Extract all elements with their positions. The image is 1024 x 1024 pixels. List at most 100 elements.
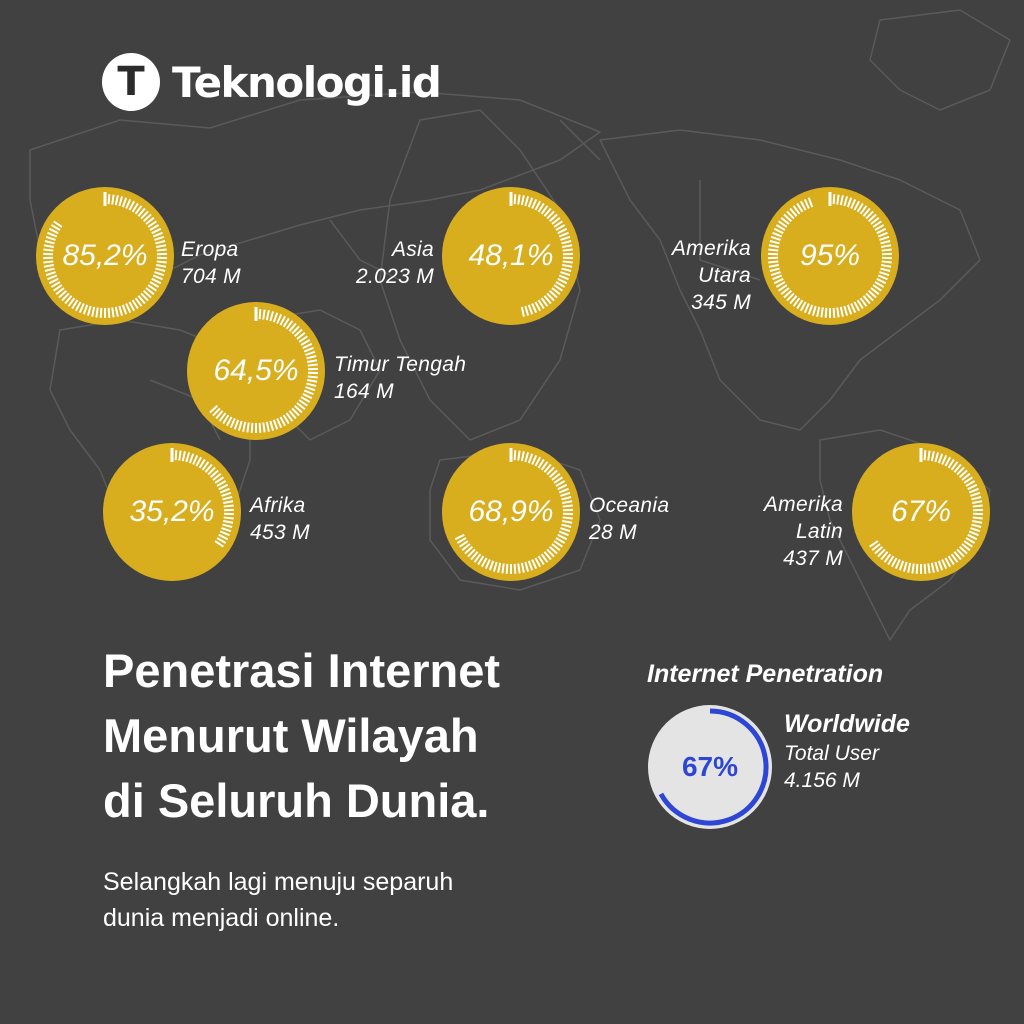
- gauge-tick: [293, 405, 303, 414]
- gauge-tick: [282, 414, 290, 425]
- page-title: Penetrasi Internet Menurut Wilayah di Se…: [103, 638, 500, 833]
- gauge-tick: [941, 454, 948, 465]
- gauge-tick: [298, 335, 308, 343]
- gauge-tick: [513, 563, 517, 574]
- region-disc: [761, 187, 899, 325]
- region-disc: [103, 443, 241, 581]
- gauge-tick: [856, 202, 864, 213]
- region-bubble-amerika-utara: 95%: [760, 186, 900, 326]
- gauge-tick: [128, 200, 135, 211]
- gauge-tick: [149, 224, 160, 231]
- gauge-tick: [877, 231, 888, 238]
- gauge-tick: [930, 562, 935, 573]
- gauge-tick: [285, 412, 294, 422]
- gauge-tick: [832, 194, 836, 205]
- gauge-tick: [540, 553, 549, 563]
- gauge-tick: [520, 451, 525, 462]
- gauge-tick: [561, 496, 572, 501]
- gauge-tick: [520, 306, 525, 317]
- gauge-tick: [963, 476, 973, 484]
- gauge-tick: [965, 480, 976, 487]
- gauge-tick: [156, 248, 167, 252]
- gauge-tick: [272, 419, 279, 430]
- gauge-tick: [927, 450, 931, 461]
- gauge-tick: [484, 559, 491, 570]
- gauge-tick: [505, 563, 509, 574]
- gauge-tick: [300, 396, 311, 403]
- gauge-tick: [956, 548, 965, 558]
- gauge-tick: [218, 483, 229, 491]
- gauge-tick: [53, 284, 63, 292]
- region-name-afrika: Afrika: [250, 494, 306, 517]
- gauge-tick: [880, 240, 891, 245]
- gauge-tick: [870, 217, 880, 225]
- gauge-tick: [303, 346, 314, 353]
- gauge-tick: [517, 563, 521, 574]
- gauge-tick: [961, 473, 971, 481]
- gauge-tick: [214, 540, 224, 548]
- gauge-tick: [768, 260, 779, 264]
- region-name-asia: Asia: [391, 238, 434, 261]
- region-gauge-eropa: [36, 187, 174, 325]
- gauge-tick: [876, 277, 887, 285]
- gauge-tick: [553, 220, 563, 228]
- gauge-tick: [296, 332, 306, 340]
- gauge-tick: [540, 297, 549, 307]
- gauge-tick: [131, 202, 139, 213]
- gauge-tick: [930, 451, 935, 462]
- gauge-tick: [891, 557, 898, 568]
- gauge-tick: [853, 301, 860, 312]
- gauge-tick: [134, 205, 143, 215]
- gauge-tick: [47, 231, 58, 238]
- gauge-tick: [67, 297, 76, 307]
- gauge-tick: [142, 290, 152, 299]
- worldwide-name: Worldwide: [784, 710, 910, 738]
- gauge-tick: [269, 420, 275, 431]
- gauge-tick: [972, 500, 983, 504]
- gauge-tick: [853, 200, 860, 211]
- gauge-tick: [881, 260, 892, 264]
- gauge-tick: [155, 240, 166, 245]
- gauge-tick: [562, 244, 573, 248]
- gauge-tick: [859, 297, 868, 307]
- gauge-tick: [517, 450, 521, 461]
- gauge-tick: [209, 469, 219, 478]
- region-name-amerika-latin-2: Latin: [795, 520, 843, 543]
- gauge-tick: [551, 217, 561, 225]
- region-label-amerika-latin: Amerika Latin 437 M: [764, 491, 843, 572]
- region-disc: [187, 302, 325, 440]
- gauge-tick: [555, 224, 566, 231]
- gauge-tick: [883, 553, 892, 563]
- gauge-tick: [137, 295, 146, 305]
- gauge-tick: [154, 271, 165, 277]
- gauge-tick: [862, 295, 871, 305]
- gauge-tick: [543, 295, 552, 305]
- gauge-tick: [513, 194, 517, 205]
- gauge-tick: [501, 563, 505, 574]
- gauge-tick: [99, 307, 103, 318]
- gauge-tick: [796, 202, 804, 213]
- gauge-tick: [524, 196, 530, 207]
- gauge-tick: [970, 491, 981, 497]
- gauge-tick: [972, 520, 983, 524]
- gauge-tick: [869, 540, 879, 548]
- gauge-tick: [497, 562, 502, 573]
- gauge-tick: [53, 220, 63, 228]
- region-bubble-asia: 48,1%: [441, 186, 581, 326]
- gauge-tick: [149, 281, 160, 288]
- region-disc: [852, 443, 990, 581]
- gauge-tick: [531, 303, 538, 314]
- gauge-tick: [219, 530, 230, 537]
- gauge-tick: [265, 310, 270, 321]
- gauge-tick: [769, 240, 780, 245]
- gauge-tick: [258, 309, 262, 320]
- gauge-tick: [862, 207, 871, 217]
- gauge-tick: [128, 301, 135, 312]
- gauge-tick: [276, 313, 283, 324]
- gauge-tick: [302, 392, 313, 400]
- gauge-tick: [927, 563, 931, 574]
- gauge-tick: [82, 304, 89, 315]
- gauge-tick: [300, 339, 311, 346]
- gauge-tick: [963, 540, 973, 548]
- gauge-tick: [524, 561, 530, 572]
